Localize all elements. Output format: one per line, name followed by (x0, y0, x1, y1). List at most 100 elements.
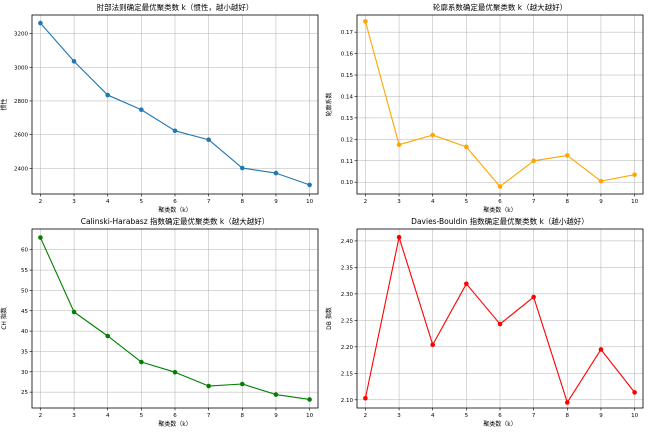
chart3-ytick-label: 50 (21, 288, 28, 294)
chart3-xtick-label: 7 (207, 413, 211, 419)
chart4-point-4 (497, 321, 503, 327)
chart4-xtick-label: 10 (631, 413, 638, 419)
chart3-point-0 (38, 235, 43, 240)
chart2-ytick-label: 0.13 (341, 116, 354, 122)
chart2-point-7 (598, 178, 604, 184)
chart4-xtick-label: 5 (465, 413, 469, 419)
chart1-xtick-label: 10 (306, 199, 313, 205)
chart3-title: Calinski-Harabasz 指数确定最优聚类数 k（越大越好） (81, 216, 270, 226)
chart1-ytick-label: 3000 (14, 65, 28, 71)
chart1-xtick-label: 9 (274, 199, 278, 205)
chart3-xtick-label: 10 (306, 413, 313, 419)
chart3-ytick-label: 35 (21, 349, 28, 355)
chart3-frame (31, 228, 319, 409)
chart4-point-2 (430, 342, 436, 348)
chart1-xtick-label: 6 (173, 199, 177, 205)
chart2-ytick-label: 0.17 (341, 30, 354, 36)
chart2-ytick-label: 0.11 (341, 159, 353, 165)
chart2-xtick-label: 6 (498, 199, 502, 205)
chart3-ytick-label: 60 (21, 248, 28, 254)
chart1-point-6 (239, 165, 245, 171)
chart3-point-6 (239, 381, 245, 387)
chart4-point-6 (564, 400, 570, 405)
chart2-xtick-label: 9 (599, 199, 603, 205)
chart3-point-8 (307, 397, 312, 402)
chart2-point-3 (464, 144, 469, 150)
chart1-xtick-label: 2 (39, 199, 43, 205)
chart4-ytick-label: 2.35 (341, 265, 354, 271)
chart4-point-7 (598, 347, 604, 352)
chart2-xtick-label: 7 (532, 199, 536, 205)
chart1-frame (31, 14, 319, 195)
chart1-point-8 (307, 182, 312, 188)
chart4-ytick-label: 2.15 (341, 371, 354, 377)
chart4-ytick-label: 2.20 (341, 345, 354, 351)
chart2-ytick-label: 0.12 (341, 137, 353, 143)
chart2-point-4 (497, 184, 503, 189)
chart4-xlabel: 聚类数（k） (483, 420, 516, 428)
chart1-xtick-label: 3 (72, 199, 76, 205)
chart2-xtick-label: 4 (431, 199, 435, 205)
chart4-point-3 (464, 281, 469, 287)
chart3-point-2 (105, 333, 111, 339)
chart4-xtick-label: 4 (431, 413, 435, 419)
chart3-point-7 (273, 392, 279, 397)
chart3-ytick-label: 40 (21, 329, 28, 335)
chart2-xtick-label: 8 (566, 199, 570, 205)
chart4-xtick-label: 3 (397, 413, 401, 419)
chart3-xtick-label: 4 (106, 413, 110, 419)
chart3-ytick-label: 55 (21, 268, 28, 274)
chart2-point-5 (531, 158, 536, 164)
chart1: 2 3 4 5 6 7 8 9 10 2400 2600 2800 3000 3200 肘部法则确定最优聚类… (0, 2, 319, 214)
chart3-point-3 (139, 359, 144, 365)
chart3-xtick-label: 6 (173, 413, 177, 419)
chart4-xtick-label: 9 (599, 413, 603, 419)
chart4-ytick-label: 2.40 (341, 239, 354, 245)
chart1-point-3 (139, 107, 144, 113)
chart3-xtick-label: 3 (72, 413, 76, 419)
chart2-point-1 (396, 142, 402, 147)
chart2-point-8 (632, 172, 637, 178)
chart4-point-8 (632, 390, 637, 395)
chart1-title: 肘部法则确定最优聚类数 k（惯性，越小越好） (97, 2, 254, 12)
chart4-ytick-label: 2.10 (341, 398, 354, 404)
chart2-ytick-label: 0.10 (341, 180, 354, 186)
chart1-xtick-label: 8 (241, 199, 245, 205)
chart3-xlabel: 聚类数（k） (158, 420, 191, 428)
chart4-point-1 (396, 234, 402, 240)
chart3-ylabel: CH 指数 (0, 307, 8, 330)
chart1-ytick-label: 2400 (14, 166, 28, 172)
chart2-point-6 (564, 153, 570, 158)
chart1-point-5 (206, 137, 211, 143)
chart1-ylabel: 惯性 (0, 98, 8, 110)
chart4-ytick-label: 2.25 (341, 318, 354, 324)
chart4-ylabel: DB 指数 (325, 307, 333, 330)
chart3-point-1 (71, 309, 77, 315)
chart4-xtick-label: 8 (566, 413, 570, 419)
chart4-xtick-label: 7 (532, 413, 536, 419)
chart3-xtick-label: 8 (241, 413, 245, 419)
chart4-xtick-label: 6 (498, 413, 502, 419)
chart2-xlabel: 聚类数（k） (483, 206, 516, 214)
chart1-xtick-label: 7 (207, 199, 211, 205)
chart2-point-0 (363, 19, 368, 24)
chart2-title: 轮廓系数确定最优聚类数 k（越大越好） (433, 2, 567, 12)
chart1-ytick-label: 2600 (14, 133, 28, 139)
chart1-xtick-label: 5 (140, 199, 144, 205)
chart2: 2 3 4 5 6 7 8 9 10 0.10 0.11 0.12 0.13 0.14 0.15 0.16 0.… (325, 2, 644, 214)
chart2-ytick-label: 0.15 (341, 73, 354, 79)
chart2-frame (356, 14, 644, 195)
chart1-point-4 (172, 128, 178, 134)
chart4-point-0 (363, 395, 368, 401)
chart3-ytick-label: 25 (21, 390, 28, 396)
chart1-xtick-label: 4 (106, 199, 110, 205)
chart3-point-4 (172, 369, 178, 375)
chart3-ytick-label: 30 (21, 370, 28, 376)
chart1-point-0 (38, 20, 43, 26)
chart3-xtick-label: 2 (39, 413, 43, 419)
chart3-ytick-label: 45 (21, 309, 28, 315)
chart4-ytick-label: 2.30 (341, 292, 354, 298)
chart2-point-2 (430, 132, 436, 138)
chart4: 2 3 4 5 6 7 8 9 10 2.10 2.15 2.20 2.25 2.30 2.35 2.40 Da… (325, 216, 644, 428)
